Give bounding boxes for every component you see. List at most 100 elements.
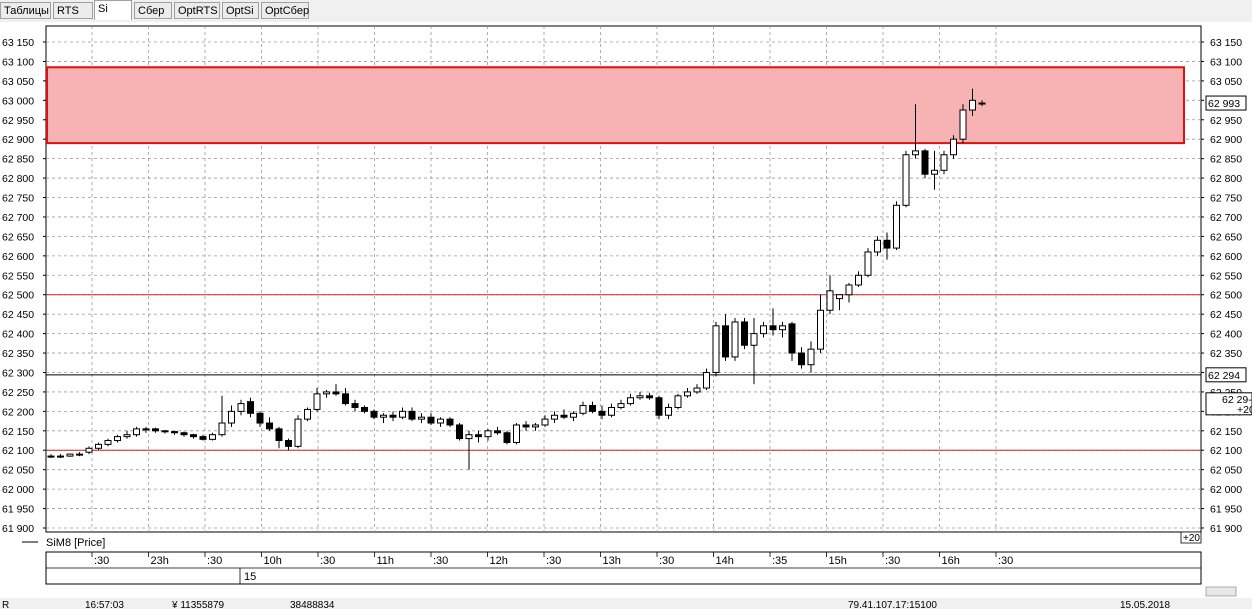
- candle-body: [152, 428, 159, 432]
- candle-body: [921, 150, 929, 175]
- tab-optsi[interactable]: OptSi: [222, 2, 259, 19]
- candle: [969, 88, 976, 116]
- candle-body: [769, 325, 777, 331]
- candle-body: [370, 410, 378, 418]
- candle-body: [323, 391, 330, 395]
- candle: [142, 426, 150, 433]
- candle-body: [57, 455, 64, 458]
- y-tick-label-right: 62 100: [1210, 445, 1242, 457]
- candle: [465, 430, 473, 470]
- candlestick-chart[interactable]: 61 900 61 950 62 000 62 050 62 100 62 150 62 2…: [0, 22, 1252, 598]
- tab-optsber[interactable]: OptСбер: [261, 2, 309, 19]
- candle: [817, 294, 824, 354]
- candle-body: [883, 239, 891, 249]
- candle: [209, 432, 216, 441]
- date-label: 15: [244, 571, 256, 583]
- candle-body: [313, 393, 321, 410]
- candle-body: [598, 410, 606, 416]
- candle: [769, 308, 777, 336]
- candle-body: [123, 434, 131, 438]
- candle-body: [693, 387, 701, 393]
- candles: [47, 88, 986, 470]
- candle: [950, 135, 957, 159]
- y-tick-label-left: 62 050: [2, 465, 34, 477]
- candle-body: [389, 414, 397, 418]
- tab-tables[interactable]: Таблицы: [0, 2, 51, 19]
- candle-body: [912, 150, 919, 156]
- candle: [408, 407, 416, 422]
- candle-body: [209, 434, 216, 440]
- candle: [608, 403, 615, 418]
- candle: [85, 446, 93, 455]
- y-tick-label-right: 63 150: [1210, 37, 1242, 49]
- candle: [104, 438, 112, 447]
- candle: [646, 392, 653, 400]
- y-tick-label-left: 62 300: [2, 367, 34, 379]
- y-axis-right: 61 900 61 950 62 000 62 050 62 100 62 150 62 2…: [1201, 37, 1242, 535]
- x-tick-label: 15h: [829, 555, 847, 567]
- scrollbar-thumb[interactable]: [1205, 586, 1237, 597]
- candle-body: [674, 395, 682, 408]
- candle: [152, 427, 159, 433]
- candle: [294, 415, 302, 449]
- y-tick-label-right: 62 050: [1210, 465, 1242, 477]
- tab-bar: Таблицы RTS Si Сбер OptRTS OptSi OptСбер: [0, 0, 1252, 22]
- candle-body: [522, 424, 530, 428]
- candle-body: [399, 410, 406, 418]
- candle-body: [617, 403, 625, 408]
- y-tick-label-left: 62 800: [2, 173, 34, 185]
- candle-body: [931, 169, 938, 175]
- candle: [693, 384, 701, 394]
- tab-sber[interactable]: Сбер: [134, 2, 172, 19]
- candle-body: [95, 443, 102, 449]
- candle: [940, 150, 948, 175]
- candle: [589, 401, 596, 414]
- candle-body: [361, 406, 368, 412]
- candle: [380, 413, 387, 424]
- candle-body: [864, 251, 872, 276]
- candle-body: [465, 434, 473, 440]
- candle-body: [959, 109, 967, 140]
- x-tick-label: 14h: [716, 555, 734, 567]
- candle-body: [826, 290, 834, 311]
- y-tick-label-left: 62 900: [2, 134, 34, 146]
- candle-body: [104, 440, 112, 445]
- candle: [912, 104, 919, 159]
- candle: [807, 341, 815, 373]
- y-tick-label-left: 63 100: [2, 56, 34, 68]
- candle: [836, 294, 843, 311]
- price-badges: 62 993 62 294 62 29-+20: [1205, 95, 1252, 416]
- candle-body: [750, 333, 758, 346]
- candle-body: [579, 405, 587, 414]
- candle: [446, 417, 454, 427]
- candle: [237, 399, 245, 416]
- candle-body: [456, 424, 463, 440]
- status-ip: 79.41.107.17:15100: [848, 600, 937, 609]
- y-tick-label-left: 62 600: [2, 251, 34, 263]
- candle: [532, 423, 539, 431]
- y-tick-label-left: 61 950: [2, 504, 34, 516]
- y-axis-left: 61 900 61 950 62 000 62 050 62 100 62 150 62 2…: [2, 37, 46, 535]
- tab-si[interactable]: Si: [94, 0, 132, 20]
- candle-body: [494, 430, 501, 434]
- candle: [703, 368, 710, 390]
- y-tick-label-left: 62 500: [2, 290, 34, 302]
- tab-optrts[interactable]: OptRTS: [174, 2, 220, 19]
- y-tick-label-right: 62 450: [1210, 309, 1242, 321]
- tab-rts[interactable]: RTS: [53, 2, 93, 19]
- resistance-zone: [46, 66, 1185, 145]
- y-tick-label-left: 62 550: [2, 270, 34, 282]
- candle: [636, 391, 644, 400]
- candle: [256, 411, 264, 427]
- price-badge: [1205, 367, 1247, 383]
- y-tick-label-left: 62 100: [2, 445, 34, 457]
- y-tick-label-right: 62 350: [1210, 348, 1242, 360]
- candle-body: [266, 422, 273, 430]
- candle: [456, 423, 463, 441]
- candle: [399, 407, 406, 420]
- candle-body: [484, 430, 492, 438]
- y-tick-label-right: 61 900: [1210, 523, 1242, 535]
- candle: [560, 409, 568, 420]
- candle: [760, 321, 767, 338]
- candle-body: [142, 428, 150, 431]
